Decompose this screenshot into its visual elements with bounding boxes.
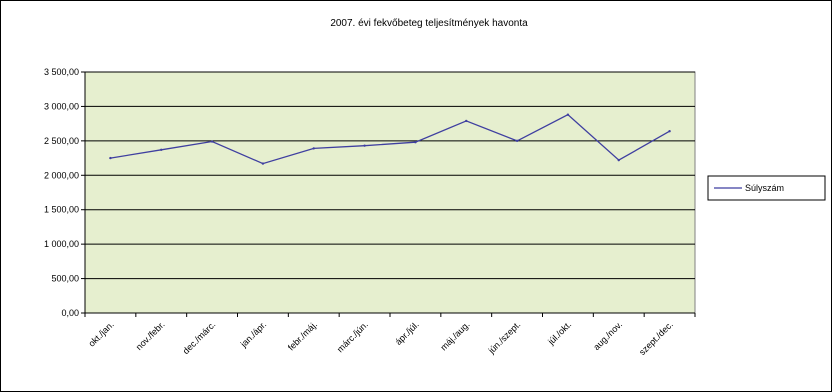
y-tick-label: 1 000,00 — [44, 239, 79, 249]
data-point — [109, 156, 112, 160]
y-tick-label: 3 500,00 — [44, 67, 79, 77]
x-tick-label: máj./aug. — [438, 319, 471, 352]
series-layer — [109, 113, 671, 165]
data-point — [312, 147, 315, 150]
x-tick-label: okt./jan. — [86, 319, 115, 348]
data-point — [414, 141, 417, 144]
series-line-0 — [110, 113, 670, 165]
legend-label-sulyszam: Súlyszám — [745, 183, 784, 193]
chart-title: 2007. évi fekvőbeteg teljesítmények havo… — [330, 18, 528, 29]
x-axis: okt./jan. nov./febr. dec./márc. jan./ápr. fe… — [84, 312, 696, 357]
data-point — [668, 130, 671, 133]
y-tick-label: 3 000,00 — [44, 101, 79, 111]
x-tick-label: jan./ápr. — [238, 319, 268, 349]
legend: Súlyszám — [707, 175, 826, 201]
y-tick-label: 2 000,00 — [44, 170, 79, 180]
y-axis: 0,00 500,00 1 000,00 1 500,00 2 000,00 2 500,… — [44, 67, 86, 318]
y-tick-label: 500,00 — [51, 274, 79, 284]
x-tick-label: dec./márc. — [181, 319, 218, 356]
x-tick-label: nov./febr. — [134, 319, 167, 352]
x-tick-label: júl./okt. — [545, 319, 573, 347]
data-point — [566, 113, 570, 116]
data-point — [617, 158, 620, 162]
data-point — [160, 148, 163, 152]
y-tick-label: 2 500,00 — [44, 136, 79, 146]
x-tick-label: febr./máj. — [286, 319, 319, 352]
x-tick-label: jún./szept. — [486, 319, 523, 356]
y-tick-label: 1 500,00 — [44, 205, 79, 215]
x-tick-label: szept./dec. — [637, 319, 675, 357]
x-tick-label: márc./jún. — [335, 319, 370, 354]
plot-area — [84, 71, 696, 314]
y-tick-label: 0,00 — [61, 308, 79, 318]
x-tick-label: ápr./júl. — [393, 319, 421, 347]
data-point — [363, 144, 366, 147]
x-tick-label: aug./nov. — [591, 319, 624, 352]
data-point — [210, 140, 214, 143]
data-point — [515, 139, 519, 143]
data-point — [261, 162, 265, 165]
data-point — [465, 119, 468, 123]
gridlines — [85, 71, 695, 280]
